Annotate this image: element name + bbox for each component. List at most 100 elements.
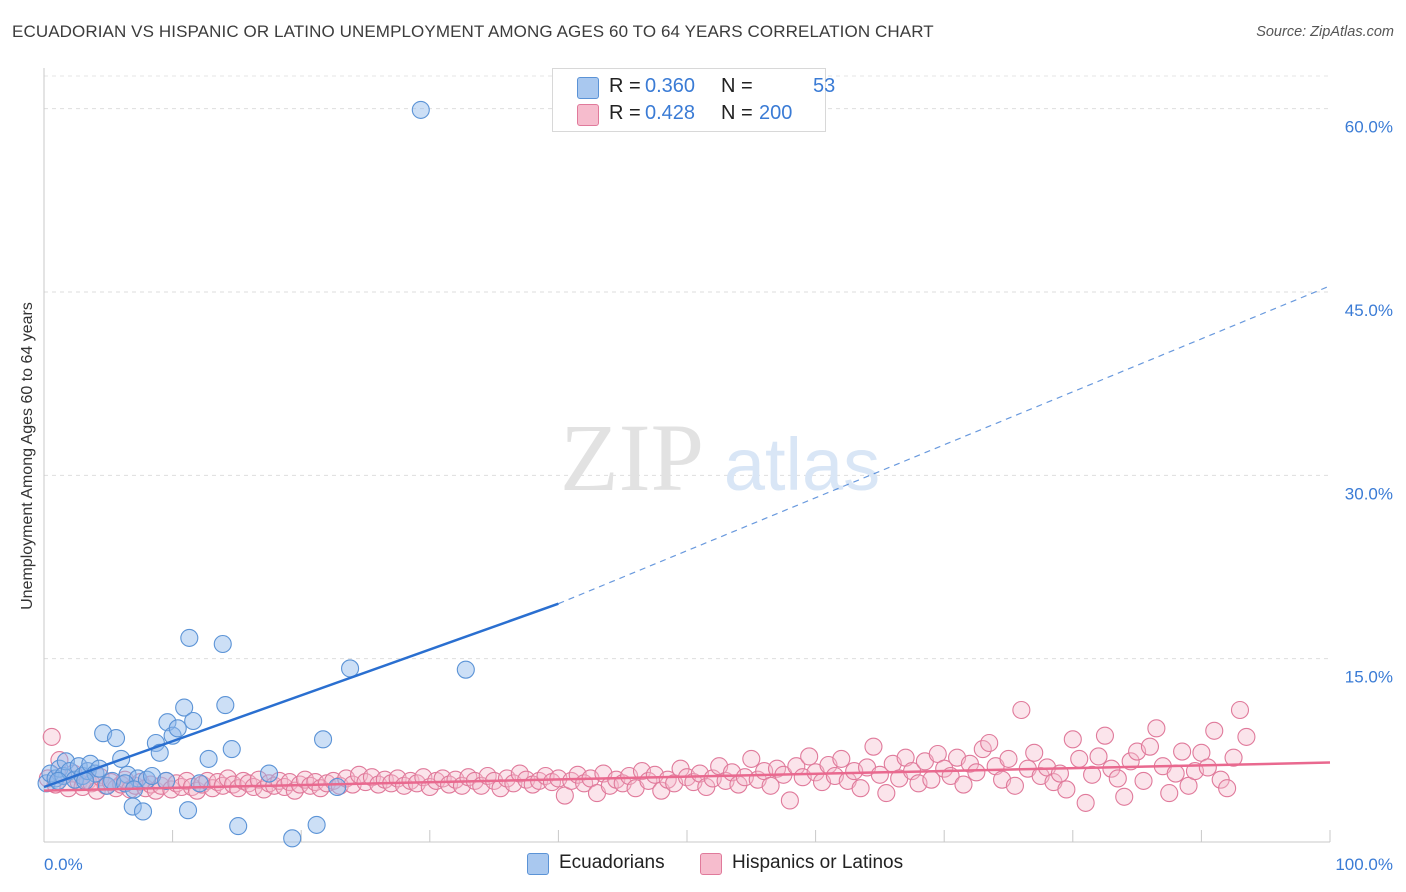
hispanic-point	[1083, 765, 1102, 784]
correlation-legend: R = 0.360 N = 53 R = 0.428 N = 200	[552, 68, 835, 132]
y-tick-label: 60.0%	[1345, 118, 1393, 137]
ecuadorian-point	[142, 766, 162, 786]
legend-n-label: N =	[721, 75, 753, 97]
hispanic-point	[761, 776, 780, 795]
hispanic-point	[870, 765, 889, 784]
ecuadorian-point	[456, 660, 475, 679]
ecuadorian-point	[90, 759, 109, 778]
watermark: ZIP atlas	[560, 404, 880, 511]
ecuadorian-point	[229, 817, 248, 836]
ecuadorian-point	[180, 628, 199, 647]
legend-r-value: 0.428	[645, 102, 696, 124]
hispanic-point	[1115, 787, 1134, 806]
hispanic-trend-line	[43, 761, 1331, 792]
legend-n-value: 200	[759, 102, 793, 124]
ecuadorian-point	[341, 659, 360, 678]
legend-swatch-hispanics	[577, 104, 599, 126]
bottom-legend-label: Ecuadorians	[559, 852, 665, 873]
axes	[43, 68, 1331, 843]
hispanic-point	[832, 749, 851, 768]
hispanic-point	[864, 737, 883, 756]
ecuadorian-trend-line	[43, 602, 559, 789]
y-tick-label: 30.0%	[1345, 484, 1393, 503]
ecuadorian-point	[216, 696, 235, 715]
hispanic-point	[1108, 769, 1127, 788]
hispanic-point	[1218, 779, 1237, 798]
hispanic-point	[935, 759, 954, 778]
ecuadorian-point	[157, 771, 176, 790]
tick-labels: 15.0% 30.0% 45.0% 60.0% 0.0% 100.0%	[44, 118, 1393, 874]
hispanic-point	[1005, 776, 1024, 795]
legend-r-label: R =	[609, 75, 641, 97]
hispanic-point	[1166, 764, 1185, 783]
grid-lines	[44, 75, 1330, 660]
hispanic-point	[1198, 758, 1217, 777]
bottom-legend-label: Hispanics or Latinos	[732, 852, 904, 873]
legend-swatch-ecuadorians	[577, 77, 599, 99]
chart-title: ECUADORIAN VS HISPANIC OR LATINO UNEMPLO…	[12, 22, 934, 41]
ecuadorian-point	[175, 698, 194, 717]
hispanic-point	[954, 775, 973, 794]
hispanic-point	[742, 749, 761, 768]
ecuadorian-point	[328, 777, 347, 797]
source-label: Source: ZipAtlas.com	[1256, 24, 1394, 40]
hispanic-point	[1025, 743, 1044, 762]
ecuadorian-point	[199, 749, 218, 768]
hispanic-point	[1224, 748, 1243, 767]
hispanic-point	[1230, 700, 1250, 720]
y-tick-label: 45.0%	[1345, 301, 1393, 320]
ecuadorian-point	[106, 729, 126, 748]
x-tick-label: 100.0%	[1335, 855, 1393, 874]
ecuadorian-point	[411, 100, 430, 119]
y-tick-label: 15.0%	[1345, 668, 1393, 687]
trend-lines	[43, 285, 1331, 792]
hispanic-point	[1205, 721, 1224, 740]
ecuadorian-point	[168, 719, 187, 738]
hispanic-point	[967, 763, 986, 782]
ecuadorian-point	[259, 764, 279, 783]
hispanic-point	[1140, 737, 1160, 756]
ecuadorian-point	[222, 740, 241, 759]
hispanic-point	[249, 770, 268, 789]
hispanic-point	[1070, 749, 1089, 768]
ecuadorian-point	[213, 634, 232, 654]
hispanic-point	[1147, 719, 1166, 738]
hispanic-point	[851, 779, 870, 798]
legend-r-label: R =	[609, 102, 641, 124]
hispanic-point	[800, 747, 819, 766]
ecuadorian-point	[184, 711, 203, 731]
ecuadorian-point	[178, 801, 198, 820]
hispanic-point	[1134, 771, 1153, 790]
hispanic-point	[1012, 700, 1031, 720]
ecuadorian-point	[190, 774, 209, 793]
legend-n-value: 53	[813, 75, 836, 97]
y-axis-label: Unemployment Among Ages 60 to 64 years	[19, 302, 36, 610]
watermark-atlas: atlas	[724, 423, 880, 506]
hispanic-point	[980, 733, 999, 753]
hispanic-point	[999, 749, 1018, 768]
hispanic-point	[1173, 742, 1192, 761]
ecuadorian-point	[158, 713, 177, 732]
legend-n-label: N =	[721, 102, 753, 124]
hispanic-point	[780, 791, 799, 810]
hispanic-point	[1057, 780, 1076, 799]
ecuadorian-trend-extension	[558, 285, 1331, 605]
ecuadorian-point	[283, 829, 302, 848]
ecuadorian-point	[314, 730, 333, 749]
x-tick-label: 0.0%	[44, 855, 83, 874]
watermark-zip: ZIP	[560, 404, 704, 511]
hispanic-point	[1076, 793, 1095, 812]
hispanic-point	[877, 784, 896, 803]
hispanic-point	[1063, 730, 1082, 749]
hispanic-point	[1160, 784, 1179, 803]
hispanic-point	[1089, 747, 1108, 766]
hispanic-point	[1095, 726, 1114, 745]
bottom-legend-swatch-hispanics	[700, 853, 722, 875]
legend-r-value: 0.360	[645, 75, 696, 97]
hispanic-point	[42, 727, 61, 746]
ecuadorian-point	[307, 815, 326, 834]
hispanic-point	[275, 777, 294, 797]
ecuadorian-point	[133, 802, 153, 821]
bottom-legend-swatch-ecuadorians	[527, 853, 549, 875]
